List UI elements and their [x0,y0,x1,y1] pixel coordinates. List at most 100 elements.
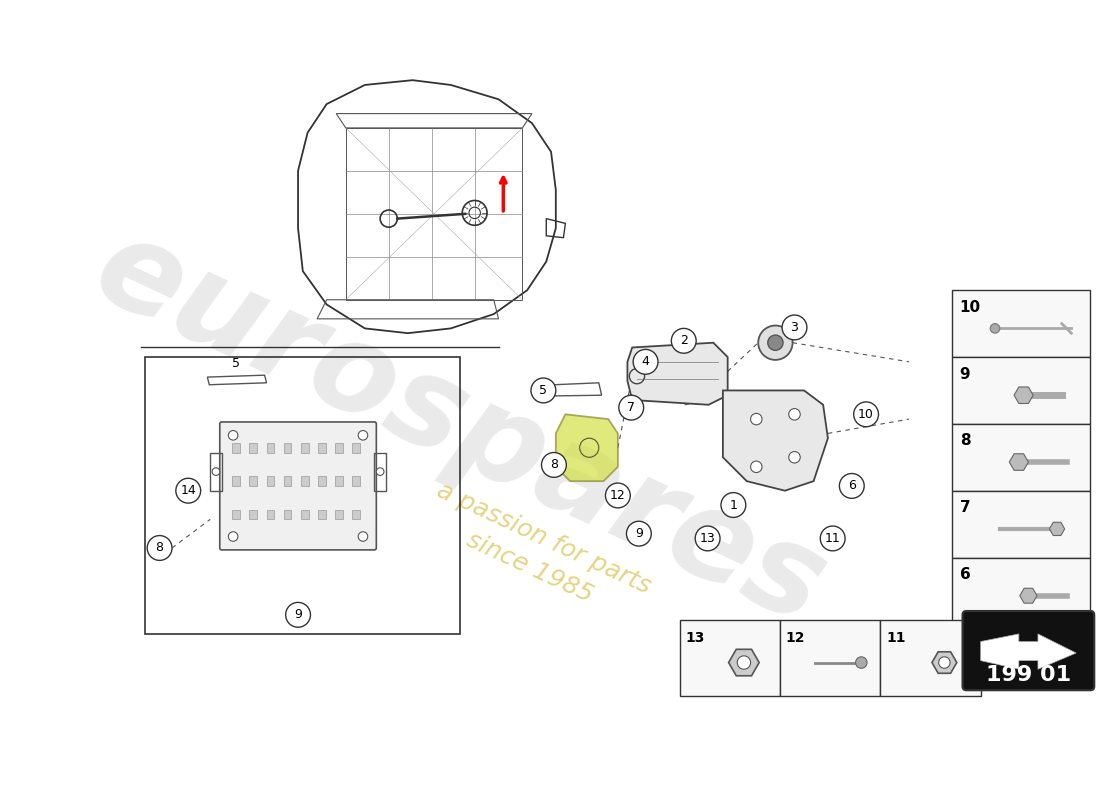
Bar [266,510,274,519]
Text: eurospares: eurospares [77,207,844,650]
Bar [210,453,222,490]
Text: 5: 5 [539,384,548,397]
Bar [266,476,274,486]
Circle shape [671,328,696,354]
Polygon shape [1014,387,1033,403]
FancyBboxPatch shape [962,611,1094,690]
Circle shape [758,326,793,360]
Bar [301,443,308,453]
Polygon shape [1049,522,1065,535]
Bar [952,357,1090,424]
Bar [952,490,1090,558]
Circle shape [856,657,867,668]
Text: 4: 4 [641,355,649,368]
Circle shape [229,430,238,440]
Bar [301,476,308,486]
Circle shape [789,451,800,463]
Circle shape [531,378,556,403]
Circle shape [229,532,238,542]
Text: 7: 7 [959,500,970,515]
Circle shape [839,474,865,498]
Text: 5: 5 [232,358,240,370]
Text: 9: 9 [294,608,302,622]
Text: 8: 8 [959,434,970,449]
Bar [336,476,343,486]
Polygon shape [627,342,728,405]
Circle shape [720,493,746,518]
Circle shape [359,430,367,440]
Bar [336,510,343,519]
Text: 6: 6 [959,567,970,582]
Bar [284,510,292,519]
Text: 12: 12 [785,631,805,645]
Circle shape [619,395,644,420]
FancyBboxPatch shape [220,422,376,550]
Polygon shape [1010,454,1028,470]
Circle shape [750,414,762,425]
Bar [352,443,360,453]
Text: 8: 8 [155,542,164,554]
Circle shape [359,532,367,542]
Bar [336,443,343,453]
Bar [680,619,780,696]
Bar [145,357,460,634]
Circle shape [634,350,658,374]
Text: a passion for parts
since 1985: a passion for parts since 1985 [419,478,654,627]
Circle shape [376,468,384,475]
Bar [780,619,880,696]
Bar [232,476,240,486]
Circle shape [212,468,220,475]
Circle shape [789,409,800,420]
Polygon shape [981,634,1076,670]
Circle shape [541,453,567,478]
Text: 11: 11 [825,532,840,545]
Bar [374,453,386,490]
Bar [232,510,240,519]
Text: 6: 6 [848,479,856,493]
Text: 2: 2 [680,334,688,347]
Bar [318,443,326,453]
Bar [250,443,257,453]
Polygon shape [723,390,828,490]
Circle shape [176,478,200,503]
Circle shape [627,522,651,546]
Bar [352,510,360,519]
Circle shape [821,526,845,551]
Bar [952,290,1090,357]
Polygon shape [556,414,618,481]
Bar [250,476,257,486]
Text: 9: 9 [635,527,642,540]
Polygon shape [1020,588,1037,603]
Circle shape [990,324,1000,333]
Bar [318,476,326,486]
Bar [250,510,257,519]
Text: 13: 13 [685,631,705,645]
Circle shape [768,335,783,350]
Circle shape [750,461,762,473]
Text: 8: 8 [550,458,558,471]
Bar [284,443,292,453]
Text: 9: 9 [959,366,970,382]
Bar [880,619,981,696]
Circle shape [938,657,950,668]
Text: 10: 10 [959,300,981,314]
Bar [352,476,360,486]
Polygon shape [932,652,957,674]
Circle shape [854,402,879,426]
Bar [232,443,240,453]
Circle shape [605,483,630,508]
Text: 12: 12 [610,489,626,502]
Text: 10: 10 [858,408,874,421]
Bar [301,510,308,519]
Bar [952,558,1090,624]
Bar [284,476,292,486]
Circle shape [782,315,807,340]
Text: 199 01: 199 01 [986,665,1071,685]
Circle shape [147,535,172,560]
Text: 11: 11 [887,631,905,645]
Text: 13: 13 [700,532,715,545]
Polygon shape [728,650,759,676]
Text: 7: 7 [627,401,635,414]
Bar [952,424,1090,490]
Bar [266,443,274,453]
